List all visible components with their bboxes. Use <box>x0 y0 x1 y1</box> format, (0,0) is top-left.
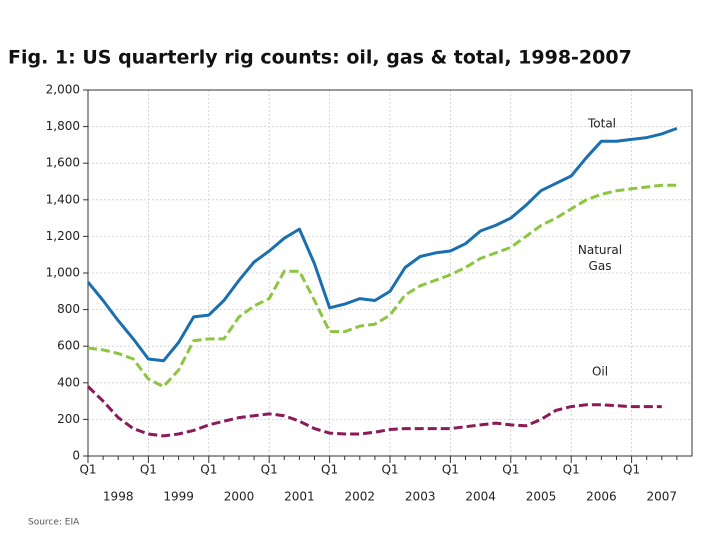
y-tick-label: 800 <box>57 302 80 316</box>
source: Source: EIA <box>28 518 80 528</box>
y-tick-label: 1,200 <box>46 229 80 243</box>
series-label: Natural Gas <box>578 243 622 273</box>
series-line <box>86 385 662 438</box>
year-label: 2002 <box>345 490 376 504</box>
series-line <box>86 126 678 363</box>
x-tick-label: Q1 <box>502 463 519 477</box>
year-label: 2000 <box>224 490 255 504</box>
y-tick-label: 0 <box>72 449 80 463</box>
series-line <box>87 183 677 388</box>
y-tick-label: 1,000 <box>46 266 80 280</box>
year-label: 2003 <box>405 490 436 504</box>
year-label: 2001 <box>284 490 315 504</box>
y-tick-label: 1,600 <box>46 156 80 170</box>
chart-title: Fig. 1: US quarterly rig counts: oil, ga… <box>8 47 632 69</box>
year-label: 1998 <box>103 490 134 504</box>
year-label: 2005 <box>526 490 557 504</box>
x-tick-label: Q1 <box>623 463 640 477</box>
y-tick-label: 1,800 <box>46 119 80 133</box>
year-label: 2004 <box>465 490 496 504</box>
x-tick-label: Q1 <box>442 463 459 477</box>
x-tick-label: Q1 <box>200 463 217 477</box>
y-tick-label: 600 <box>57 339 80 353</box>
series-label: Oil <box>592 365 608 379</box>
x-tick-label: Q1 <box>140 463 157 477</box>
year-label: 2006 <box>586 490 617 504</box>
year-label: 1999 <box>163 490 194 504</box>
x-tick-label: Q1 <box>79 463 96 477</box>
x-tick-label: Q1 <box>261 463 278 477</box>
y-tick-label: 200 <box>57 412 80 426</box>
year-label: 2007 <box>647 490 678 504</box>
y-tick-label: 2,000 <box>46 83 80 97</box>
series-label: Total <box>587 117 616 131</box>
x-tick-label: Q1 <box>381 463 398 477</box>
y-tick-label: 400 <box>57 375 80 389</box>
y-tick-label: 1,400 <box>46 192 80 206</box>
x-tick-label: Q1 <box>321 463 338 477</box>
plot-frame <box>87 89 693 457</box>
x-tick-label: Q1 <box>563 463 580 477</box>
